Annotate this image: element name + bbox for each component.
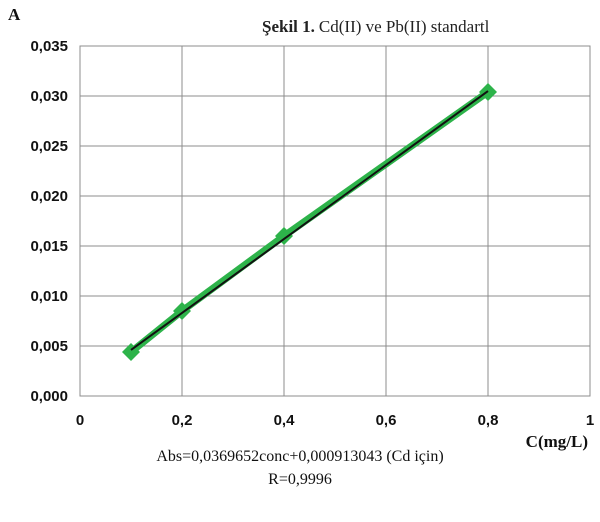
y-tick-label: 0,005 xyxy=(30,338,68,355)
gridlines xyxy=(80,46,590,396)
x-tick-label: 0,6 xyxy=(376,412,397,429)
x-tick-label: 0,4 xyxy=(274,412,296,429)
y-axis-label: A xyxy=(8,5,21,24)
y-tick-label: 0,000 xyxy=(30,388,68,405)
x-tick-label: 1 xyxy=(586,412,594,429)
figure-caption-text: Cd(II) ve Pb(II) standartl xyxy=(319,17,490,36)
y-tick-label: 0,015 xyxy=(30,238,68,255)
trendline-line xyxy=(130,90,489,351)
y-tick-labels: 0,000 0,005 0,010 0,015 0,020 0,025 0,030 0,035 xyxy=(30,38,68,405)
figure-caption-label: Şekil 1. xyxy=(262,17,315,36)
figure-caption: Şekil 1. Cd(II) ve Pb(II) standartl xyxy=(262,17,490,36)
x-tick-labels: 0 0,2 0,4 0,6 0,8 1 xyxy=(76,412,594,429)
y-tick-label: 0,025 xyxy=(30,138,68,155)
x-tick-label: 0 xyxy=(76,412,84,429)
y-tick-label: 0,020 xyxy=(30,188,68,205)
r-value: R=0,9996 xyxy=(268,471,332,488)
x-tick-label: 0,8 xyxy=(478,412,499,429)
y-tick-label: 0,030 xyxy=(30,88,68,105)
regression-equation: Abs=0,0369652conc+0,000913043 (Cd için) xyxy=(156,448,444,465)
y-tick-label: 0,035 xyxy=(30,38,68,55)
plot-area xyxy=(79,45,591,397)
x-tick-label: 0,2 xyxy=(172,412,193,429)
x-axis-label: C(mg/L) xyxy=(526,432,588,451)
y-tick-label: 0,010 xyxy=(30,288,68,305)
trendline xyxy=(130,90,489,351)
data-point xyxy=(275,227,293,245)
